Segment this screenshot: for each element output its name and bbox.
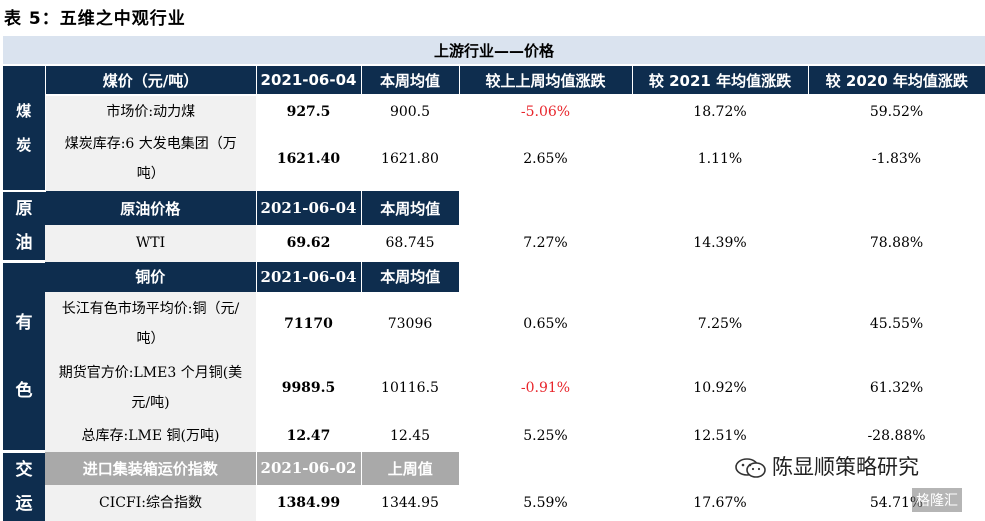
row-wow: 5.25% — [459, 420, 632, 452]
row-ytd2021: 7.25% — [632, 292, 808, 356]
row-value: 69.62 — [256, 225, 361, 261]
metals-header: 铜价 — [45, 262, 256, 292]
row-label: 期货官方价:LME3 个月铜(美元/吨) — [45, 356, 256, 420]
row-label: 市场价:动力煤 — [45, 95, 256, 127]
row-wow: -5.06% — [459, 95, 632, 127]
row-value: 12.47 — [256, 420, 361, 452]
table-row: 长江有色市场平均价:铜（元/吨） 71170 73096 0.65% 7.25%… — [3, 292, 985, 356]
row-label: 煤炭库存:6 大发电集团（万吨） — [45, 127, 256, 191]
row-value: 9989.5 — [256, 356, 361, 420]
table-row: 总库存:LME 铜(万吨) 12.47 12.45 5.25% 12.51% -… — [3, 420, 985, 452]
coal-header-row: 煤炭 煤价（元/吨） 2021-06-04 本周均值 较上上周均值涨跌 较 20… — [3, 65, 985, 95]
watermark-secondary: 格隆汇 — [912, 488, 962, 512]
category-coal: 煤炭 — [3, 65, 45, 191]
row-ytd2021: 14.39% — [632, 225, 808, 261]
banner-row: 上游行业——价格 — [3, 36, 985, 65]
industry-table: 上游行业——价格 煤炭 煤价（元/吨） 2021-06-04 本周均值 较上上周… — [3, 36, 985, 521]
table-row: 期货官方价:LME3 个月铜(美元/吨) 9989.5 10116.5 -0.9… — [3, 356, 985, 420]
row-avg: 12.45 — [361, 420, 459, 452]
row-label: CICFI:综合指数 — [45, 485, 256, 521]
row-wow: -0.91% — [459, 356, 632, 420]
table-row: 市场价:动力煤 927.5 900.5 -5.06% 18.72% 59.52% — [3, 95, 985, 127]
row-wow: 0.65% — [459, 292, 632, 356]
row-ytd2020: -28.88% — [808, 420, 985, 452]
row-value: 71170 — [256, 292, 361, 356]
row-wow: 5.59% — [459, 485, 632, 521]
row-ytd2021: 10.92% — [632, 356, 808, 420]
metals-date: 2021-06-04 — [256, 262, 361, 292]
row-avg: 10116.5 — [361, 356, 459, 420]
row-ytd2020: 59.52% — [808, 95, 985, 127]
transport-date: 2021-06-02 — [256, 452, 361, 486]
row-avg: 1621.80 — [361, 127, 459, 191]
banner-title: 上游行业——价格 — [3, 36, 985, 65]
row-avg: 1344.95 — [361, 485, 459, 521]
row-ytd2021: 17.67% — [632, 485, 808, 521]
table-row: CICFI:综合指数 1384.99 1344.95 5.59% 17.67% … — [3, 485, 985, 521]
table-title: 表 5：五维之中观行业 — [4, 4, 186, 29]
watermark-text: 陈显顺策略研究 — [772, 455, 919, 479]
coal-header: 煤价（元/吨） — [45, 65, 256, 95]
row-ytd2020: 61.32% — [808, 356, 985, 420]
category-transport: 交运 — [3, 452, 45, 521]
row-value: 1384.99 — [256, 485, 361, 521]
oil-header: 原油价格 — [45, 191, 256, 225]
row-label: 总库存:LME 铜(万吨) — [45, 420, 256, 452]
row-ytd2020: 78.88% — [808, 225, 985, 261]
metals-header-row: 有色 铜价 2021-06-04 本周均值 — [3, 262, 985, 292]
row-value: 1621.40 — [256, 127, 361, 191]
row-ytd2021: 18.72% — [632, 95, 808, 127]
row-label: WTI — [45, 225, 256, 261]
coal-avg-label: 本周均值 — [361, 65, 459, 95]
col-ytd2020: 较 2020 年均值涨跌 — [808, 65, 985, 95]
row-ytd2020: -1.83% — [808, 127, 985, 191]
coal-date: 2021-06-04 — [256, 65, 361, 95]
wechat-icon — [734, 457, 768, 479]
row-wow: 2.65% — [459, 127, 632, 191]
col-ytd2021: 较 2021 年均值涨跌 — [632, 65, 808, 95]
row-avg: 68.745 — [361, 225, 459, 261]
oil-header-row: 原油 原油价格 2021-06-04 本周均值 — [3, 191, 985, 225]
oil-date: 2021-06-04 — [256, 191, 361, 225]
transport-header: 进口集装箱运价指数 — [45, 452, 256, 486]
table-row: WTI 69.62 68.745 7.27% 14.39% 78.88% — [3, 225, 985, 261]
row-ytd2020: 45.55% — [808, 292, 985, 356]
metals-avg-label: 本周均值 — [361, 262, 459, 292]
transport-avg-label: 上周值 — [361, 452, 459, 486]
watermark: 陈显顺策略研究 — [732, 451, 921, 481]
row-value: 927.5 — [256, 95, 361, 127]
table-row: 煤炭库存:6 大发电集团（万吨） 1621.40 1621.80 2.65% 1… — [3, 127, 985, 191]
row-label: 长江有色市场平均价:铜（元/吨） — [45, 292, 256, 356]
col-wow: 较上上周均值涨跌 — [459, 65, 632, 95]
oil-avg-label: 本周均值 — [361, 191, 459, 225]
row-wow: 7.27% — [459, 225, 632, 261]
row-avg: 73096 — [361, 292, 459, 356]
category-metals: 有色 — [3, 262, 45, 452]
row-avg: 900.5 — [361, 95, 459, 127]
row-ytd2021: 12.51% — [632, 420, 808, 452]
category-oil: 原油 — [3, 191, 45, 262]
row-ytd2021: 1.11% — [632, 127, 808, 191]
